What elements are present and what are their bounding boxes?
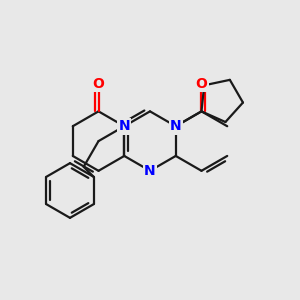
Text: O: O xyxy=(93,77,104,91)
Text: N: N xyxy=(118,119,130,133)
Text: N: N xyxy=(144,164,156,178)
Text: O: O xyxy=(196,77,207,91)
Text: N: N xyxy=(170,119,182,133)
